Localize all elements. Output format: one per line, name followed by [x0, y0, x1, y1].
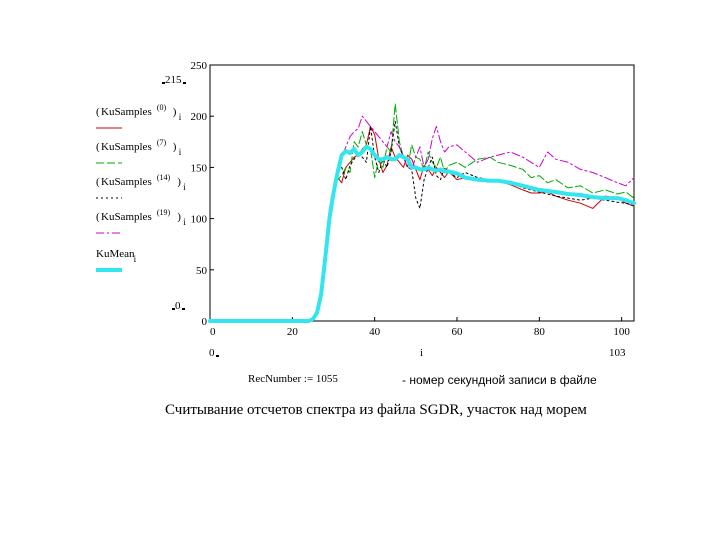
ylim-low-marker	[182, 308, 185, 310]
legend-paren: (	[96, 176, 100, 188]
recnumber-definition[interactable]: RecNumber := 1055	[248, 373, 338, 385]
x-tick-label: 40	[369, 326, 381, 338]
legend-entry[interactable]: (KuSamples (19)) i	[96, 208, 186, 234]
x-tick-label: 80	[534, 326, 546, 338]
legend-subscript: i	[179, 147, 182, 157]
legend-paren: (	[96, 211, 100, 223]
x-tick-label: 20	[287, 326, 299, 338]
legend-paren: )	[177, 176, 181, 188]
legend-entry[interactable]: (KuSamples (14)) i	[96, 173, 186, 199]
legend-entry[interactable]: KuMean i	[96, 248, 137, 272]
x-tick-label: 0	[210, 326, 216, 338]
legend-label: KuMean	[96, 248, 135, 260]
y-tick-label: 0	[202, 316, 208, 328]
legend-paren: )	[173, 106, 177, 118]
x-tick-label: 100	[613, 326, 630, 338]
ylim-high-marker	[162, 82, 165, 84]
legend-paren: )	[173, 141, 177, 153]
y-axis: 0 50 100 150 200 250	[191, 60, 214, 328]
legend-paren: )	[177, 211, 181, 223]
legend-subscript: i	[134, 254, 137, 264]
y-tick-label: 50	[196, 265, 208, 277]
series-line-kumean[interactable]	[208, 144, 636, 323]
legend-subscript: i	[183, 217, 186, 227]
legend-superscript: (7)	[157, 138, 167, 147]
y-tick-label: 200	[191, 111, 208, 123]
caption: Считывание отсчетов спектра из файла SGD…	[165, 402, 587, 418]
series-line-kusamples19[interactable]	[209, 115, 635, 322]
ylim-low-marker	[172, 308, 175, 310]
legend-entry[interactable]: (KuSamples (7)) i	[96, 138, 182, 164]
legend-subscript: i	[183, 182, 186, 192]
y-tick-label: 150	[191, 162, 208, 174]
x-lower-limit[interactable]: 0	[209, 347, 215, 359]
x-tick-label: 60	[451, 326, 463, 338]
y-tick-label: 100	[191, 214, 208, 226]
legend-paren: (	[96, 141, 100, 153]
legend: (KuSamples (0)) i(KuSamples (7)) i(KuSamples…	[96, 103, 186, 272]
legend-label: KuSamples	[101, 106, 152, 118]
legend-label: KuSamples	[101, 141, 152, 153]
recnumber-note: - номер секундной записи в файле	[402, 373, 597, 387]
legend-paren: (	[96, 106, 100, 118]
x-axis: 0 20 40 60 80 100	[209, 317, 630, 338]
y-lower-limit[interactable]: 0	[175, 300, 181, 312]
legend-superscript: (19)	[157, 208, 171, 217]
series-lines	[208, 103, 636, 323]
legend-label: KuSamples	[101, 176, 152, 188]
y-tick-label: 250	[191, 60, 208, 72]
x-upper-limit[interactable]: 103	[609, 347, 626, 359]
y-upper-limit[interactable]: 215	[165, 74, 182, 86]
legend-subscript: i	[179, 112, 182, 122]
legend-entry[interactable]: (KuSamples (0)) i	[96, 103, 182, 129]
xlim-low-marker	[216, 355, 219, 357]
ylim-high-marker	[183, 82, 186, 84]
x-var-label[interactable]: i	[420, 347, 423, 359]
legend-superscript: (0)	[157, 103, 167, 112]
legend-label: KuSamples	[101, 211, 152, 223]
legend-superscript: (14)	[157, 173, 171, 182]
